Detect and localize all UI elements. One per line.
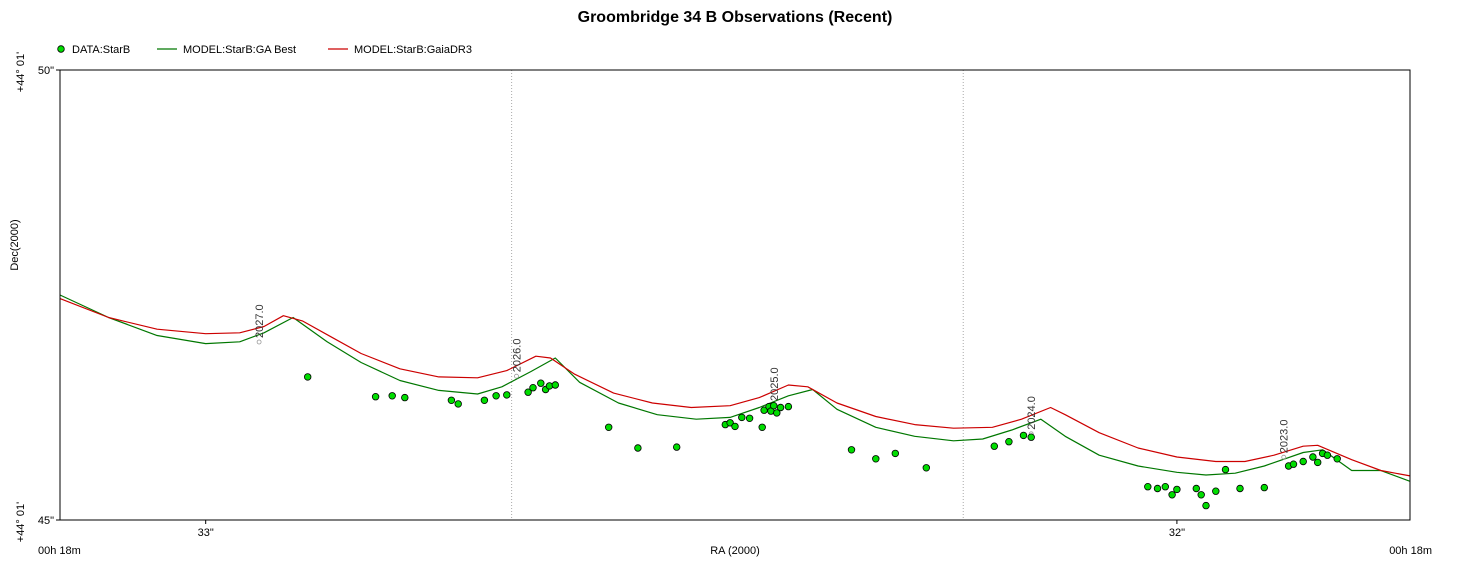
y-axis-label: Dec(2000) (9, 219, 21, 270)
data-point (1313, 458, 1322, 467)
x-axis-label: RA (2000) (710, 545, 760, 557)
x-edge-label-left: 00h 18m (38, 545, 81, 557)
data-point (503, 391, 511, 399)
data-point (492, 392, 500, 400)
data-point (784, 402, 793, 411)
model-lines (59, 294, 1411, 482)
data-point (1192, 484, 1200, 493)
data-point (1168, 491, 1176, 499)
data-point (529, 384, 537, 392)
data-point (1173, 485, 1181, 494)
gridlines (511, 70, 964, 520)
x-tick-label: 32" (1169, 527, 1185, 539)
y-tick-prefix: +44° 01' (15, 502, 27, 542)
y-tick-label: 45" (38, 515, 54, 527)
data-point (738, 413, 746, 422)
data-point (480, 396, 489, 404)
data-point (1260, 483, 1268, 492)
data-point (1202, 501, 1210, 510)
legend: DATA:StarB MODEL:StarB:GA Best MODEL:StarB… (57, 44, 472, 56)
data-point (1212, 487, 1220, 495)
data-point (872, 455, 880, 463)
data-point (454, 400, 462, 408)
x-tick-label: 33" (198, 527, 214, 539)
data-point (1221, 465, 1230, 474)
plot-frame (59, 69, 1411, 521)
epoch-label: 2024.0 (1026, 396, 1038, 430)
data-point (922, 464, 930, 472)
data-point (401, 393, 409, 402)
data-point (1333, 455, 1341, 463)
model-line (59, 294, 1411, 482)
epoch-label: 2025.0 (769, 367, 781, 401)
data-point (304, 373, 312, 381)
legend-label: MODEL:StarB:GA Best (183, 44, 296, 56)
data-point (1309, 453, 1317, 461)
data-point (745, 414, 754, 422)
epoch-mark (514, 373, 519, 379)
data-point (634, 444, 642, 452)
data-point (1153, 484, 1162, 493)
data-point (770, 402, 778, 410)
data-point (551, 381, 559, 389)
data-point (891, 449, 899, 458)
data-point (1299, 457, 1307, 466)
data-point (388, 392, 396, 400)
data-point (524, 388, 532, 396)
data-point (1144, 483, 1152, 491)
data-point (447, 396, 456, 404)
data-point (731, 422, 739, 431)
epoch-label: 2023.0 (1279, 420, 1291, 454)
data-point (726, 419, 734, 427)
data-point (673, 443, 681, 451)
data-point (990, 442, 998, 450)
epoch-label: 2027.0 (254, 304, 266, 338)
data-point (1019, 431, 1028, 440)
axes: 33" 32" 00h 18m 00h 18m RA (2000) 50" +44° 01'… (9, 52, 1432, 557)
epoch-mark (256, 339, 262, 345)
data-point (773, 409, 781, 417)
data-point (537, 379, 545, 387)
model-line (59, 298, 1411, 477)
data-point (1323, 451, 1332, 459)
data-point (1161, 483, 1169, 491)
epoch-labels: 2027.0 2026.0 2025.0 2024.0 2023.0 (254, 304, 1291, 460)
y-tick-prefix: +44° 01' (15, 52, 27, 92)
epoch-mark (1281, 454, 1287, 460)
data-point (605, 423, 613, 431)
data-point (1027, 433, 1035, 441)
data-point (1289, 460, 1298, 468)
data-point (847, 446, 856, 454)
data-point (1197, 491, 1205, 499)
chart-title: Groombridge 34 B Observations (Recent) (577, 9, 893, 26)
legend-label: MODEL:StarB:GaiaDR3 (354, 44, 472, 56)
data-points (304, 373, 1341, 510)
data-point (371, 393, 380, 401)
legend-marker (57, 45, 65, 53)
data-point (776, 403, 785, 412)
data-point (1005, 438, 1013, 446)
legend-label: DATA:StarB (72, 44, 130, 56)
epoch-label: 2026.0 (511, 339, 523, 373)
x-edge-label-right: 00h 18m (1389, 545, 1432, 557)
data-point (758, 423, 766, 431)
data-point (1236, 484, 1244, 493)
y-tick-label: 50" (38, 65, 54, 77)
